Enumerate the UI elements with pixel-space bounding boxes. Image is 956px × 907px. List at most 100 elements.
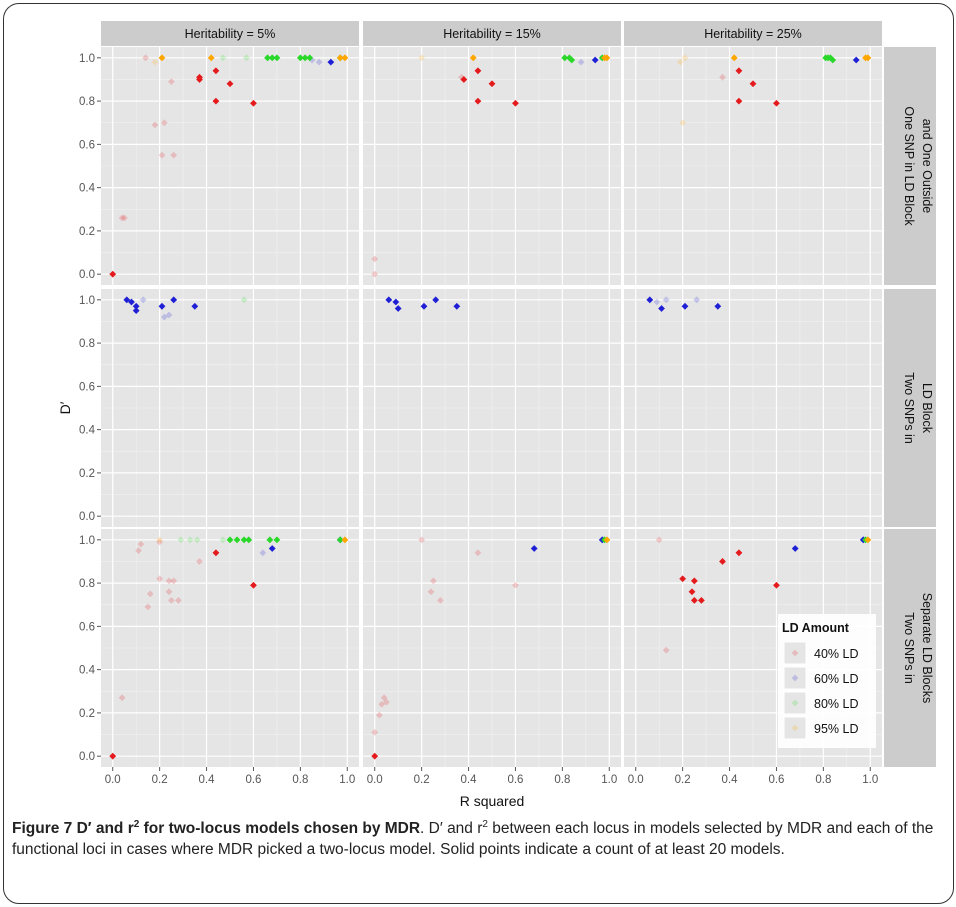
data-point [460, 76, 468, 83]
data-point [193, 536, 201, 544]
data-point [175, 597, 182, 604]
x-tick-label: 0.0 [367, 774, 383, 786]
x-tick-label: 0.4 [199, 774, 216, 786]
x-tick-label: 0.0 [105, 774, 121, 786]
data-point [371, 255, 379, 263]
data-point [735, 97, 743, 105]
data-point [773, 581, 780, 589]
figure-title-post: for two-locus models chosen by MDR [139, 820, 421, 837]
data-point [137, 540, 145, 548]
data-point [156, 536, 164, 544]
legend-key [783, 691, 807, 715]
data-point [327, 58, 335, 66]
data-point [427, 588, 435, 596]
y-tick-label: 0.2 [79, 226, 95, 238]
x-tick-label: 0.8 [554, 774, 570, 786]
data-point [266, 536, 274, 544]
data-point [315, 58, 323, 66]
legend-entry-label: 80% LD [814, 697, 858, 711]
legend-entry-label: 40% LD [814, 647, 858, 661]
row-strip-label: Two SNPs in [902, 612, 916, 684]
data-point [160, 119, 168, 127]
data-point [773, 99, 780, 107]
data-point [662, 646, 670, 654]
data-point [852, 56, 860, 64]
data-point [603, 54, 611, 62]
data-point [151, 121, 159, 129]
data-point [158, 302, 166, 310]
data-point [385, 296, 393, 304]
y-tick-label: 0.8 [79, 96, 95, 108]
y-tick-label: 1.0 [79, 53, 95, 65]
data-point [196, 76, 203, 83]
data-point [690, 577, 698, 585]
y-axis-title: D′ [57, 401, 73, 414]
figure-title-sup: 2 [133, 818, 140, 830]
data-point [165, 588, 173, 596]
x-tick-label: 1.0 [339, 774, 355, 786]
data-point [273, 536, 281, 544]
data-point [681, 54, 689, 62]
x-tick-label: 0.6 [245, 774, 261, 786]
data-point [655, 536, 663, 544]
data-point [170, 151, 178, 159]
data-point [735, 67, 743, 75]
data-point [109, 752, 117, 760]
data-point [453, 302, 461, 310]
y-tick-label: 0.4 [79, 425, 96, 437]
column-strip [101, 21, 359, 46]
data-point [158, 151, 166, 159]
x-tick-label: 0.0 [628, 774, 644, 786]
data-point [376, 711, 383, 719]
data-point [394, 305, 402, 312]
data-point [156, 575, 164, 583]
figure-caption: Figure 7 D′ and r2 for two-locus models … [12, 818, 942, 860]
data-point [474, 67, 482, 75]
data-point [177, 536, 185, 544]
data-point [170, 296, 178, 304]
data-point [341, 536, 349, 544]
y-tick-label: 0.0 [79, 511, 95, 523]
data-point [151, 58, 159, 66]
data-point [233, 536, 241, 544]
data-point [458, 73, 465, 81]
x-tick-label: 1.0 [862, 774, 878, 786]
row-strip [884, 529, 936, 767]
data-point [512, 581, 519, 589]
y-tick-label: 0.6 [79, 381, 95, 393]
column-strip [363, 21, 621, 46]
data-point [378, 700, 386, 708]
row-strip-label: LD Block [920, 383, 934, 434]
data-point [132, 302, 140, 310]
column-strip [624, 21, 882, 46]
data-point [142, 54, 149, 62]
data-point [135, 547, 142, 555]
x-tick-label: 0.4 [722, 774, 739, 786]
data-point [603, 536, 611, 544]
data-point [212, 549, 220, 557]
data-point [109, 270, 117, 278]
data-point [735, 549, 743, 557]
figure-title: D′ and r2 for two-locus models chosen by… [76, 818, 421, 837]
data-point [829, 56, 837, 64]
y-tick-label: 1.0 [79, 295, 95, 307]
data-point [719, 73, 726, 81]
data-point [653, 298, 661, 306]
data-point [170, 577, 178, 585]
data-point [371, 752, 379, 760]
data-point [296, 54, 304, 62]
data-point [646, 296, 654, 304]
y-tick-label: 0.8 [79, 338, 95, 350]
data-point [577, 58, 585, 66]
data-point [191, 302, 199, 310]
caption-body-1: . D′ and r [420, 820, 483, 837]
data-point [420, 302, 428, 310]
figure-title-pre: D′ and r [76, 820, 134, 837]
data-point [156, 538, 164, 546]
y-tick-label: 0.2 [79, 468, 95, 480]
data-point [118, 694, 126, 702]
row-strip-label: Separate LD Blocks [920, 593, 934, 703]
data-point [418, 54, 426, 62]
data-point [679, 119, 687, 127]
data-point [383, 698, 390, 706]
